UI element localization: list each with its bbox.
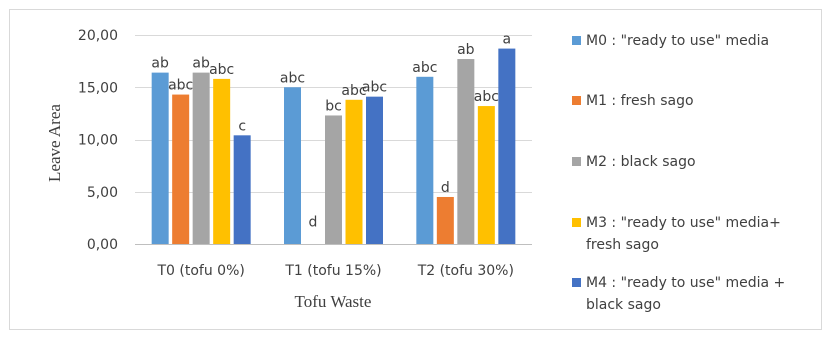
data-label: d [309,214,318,230]
y-axis-ticks: 0,00 5,00 10,00 15,00 20,00 [78,28,118,253]
x-tick-label: T2 (tofu 30%) [417,263,514,279]
legend-label: M0 : "ready to use" media [586,33,769,49]
bar [457,59,475,244]
bar [172,94,190,244]
y-tick-label: 0,00 [87,237,118,253]
bar [436,196,454,244]
bars [151,48,516,245]
x-axis-title: Tofu Waste [295,292,372,311]
legend-label: M1 : fresh sago [586,93,694,109]
data-label: abc [362,80,387,96]
bar [151,72,169,245]
x-tick-label: T0 (tofu 0%) [156,263,244,279]
data-label: abc [168,78,193,94]
data-label: bc [325,98,342,114]
bar [477,106,495,244]
data-label: a [503,32,512,48]
bar [345,99,363,244]
data-label: d [441,180,450,196]
data-label: abc [412,60,437,76]
legend-swatch [572,218,581,227]
bar [366,96,383,244]
data-label: ab [457,42,475,58]
data-label: ab [151,56,169,72]
bar [233,135,251,244]
bar [325,115,342,244]
bar [284,87,301,244]
data-label: abc [280,70,305,86]
y-tick-label: 15,00 [78,80,118,96]
legend-swatch [572,36,581,45]
legend-swatch [572,157,581,166]
bar [192,72,210,245]
bar [416,76,434,244]
chart-border [9,9,822,330]
data-label: c [238,118,246,134]
bar [498,48,516,245]
y-tick-label: 10,00 [78,133,118,149]
y-axis-title: Leave Area [45,104,64,182]
data-label: abc [209,62,234,78]
legend-label: M3 : "ready to use" media+ fresh sago [586,215,781,253]
legend: M0 : "ready to use" media M1 : fresh sago… [572,33,785,313]
legend-label: M4 : "ready to use" media + black sago [586,275,785,313]
data-label: abc [474,89,499,105]
bar [213,78,231,244]
data-label: abc [341,83,366,99]
legend-swatch [572,278,581,287]
legend-swatch [572,96,581,105]
y-tick-label: 20,00 [78,28,118,44]
x-axis-ticks: T0 (tofu 0%) T1 (tofu 15%) T2 (tofu 30%) [156,263,513,279]
y-tick-label: 5,00 [87,185,118,201]
legend-label: M2 : black sago [586,154,696,170]
x-tick-label: T1 (tofu 15%) [284,263,381,279]
data-label: ab [192,56,210,72]
